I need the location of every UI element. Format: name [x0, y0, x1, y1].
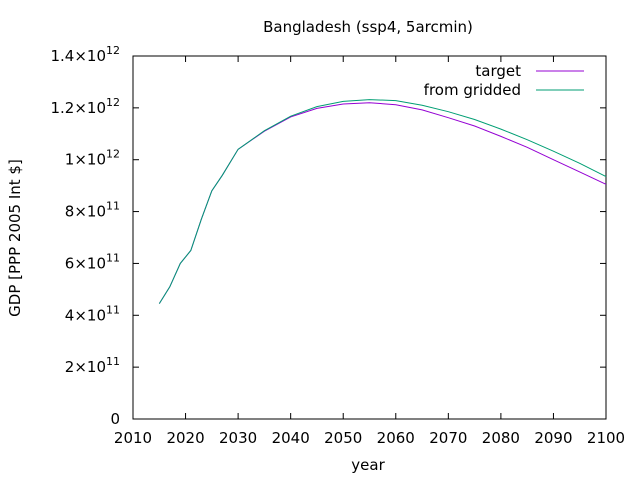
- x-axis: 2010 2020 2030 2040 2050 2060 2070 2080 2090 2100: [114, 56, 625, 447]
- y-tick-mantissa: 8×10: [65, 203, 106, 221]
- x-tick-label: 2060: [377, 429, 415, 447]
- x-tick-label: 2010: [114, 429, 152, 447]
- series-lines: [158, 99, 607, 304]
- y-tick-mantissa: 6×10: [65, 254, 106, 272]
- y-tick-exponent: 12: [106, 148, 120, 161]
- y-tick-mantissa: 0: [110, 410, 120, 428]
- x-tick-label: 2090: [534, 429, 572, 447]
- x-tick-label: 2050: [324, 429, 362, 447]
- x-tick-label: 2080: [482, 429, 520, 447]
- y-tick-label: 6×1011: [65, 251, 120, 272]
- y-tick-label: 0: [110, 410, 120, 428]
- y-tick-mantissa: 2×10: [65, 358, 106, 376]
- y-tick-exponent: 12: [106, 96, 120, 109]
- x-tick-label: 2030: [219, 429, 257, 447]
- series-line-target: [158, 102, 607, 304]
- y-tick-label: 1.4×1012: [50, 44, 120, 65]
- plot-area-frame: [132, 55, 607, 420]
- x-tick-label: 2070: [429, 429, 467, 447]
- y-tick-mantissa: 1×10: [65, 151, 106, 169]
- x-tick-label: 2020: [166, 429, 204, 447]
- y-tick-exponent: 11: [106, 303, 120, 316]
- y-tick-exponent: 12: [106, 44, 120, 57]
- x-tick-label: 2100: [587, 429, 625, 447]
- y-axis: 02×10114×10116×10118×10111×10121.2×10121…: [50, 44, 606, 428]
- legend-label-target: target: [475, 62, 521, 80]
- y-tick-mantissa: 1.4×10: [50, 47, 106, 65]
- y-tick-label: 1.2×1012: [50, 96, 120, 117]
- y-tick-mantissa: 1.2×10: [50, 99, 106, 117]
- legend-label-from-gridded: from gridded: [424, 81, 521, 99]
- chart-title: Bangladesh (ssp4, 5arcmin): [263, 18, 473, 36]
- y-tick-mantissa: 4×10: [65, 306, 106, 324]
- y-tick-exponent: 11: [106, 251, 120, 264]
- y-tick-label: 8×1011: [65, 200, 120, 221]
- series-line-from-gridded: [158, 99, 607, 304]
- y-tick-label: 1×1012: [65, 148, 120, 169]
- y-tick-label: 4×1011: [65, 303, 120, 324]
- y-axis-label: GDP [PPP 2005 Int $]: [6, 159, 24, 317]
- legend: target from gridded: [424, 62, 584, 99]
- y-tick-exponent: 11: [106, 355, 120, 368]
- x-tick-label: 2040: [272, 429, 310, 447]
- y-tick-label: 2×1011: [65, 355, 120, 376]
- x-axis-label: year: [351, 456, 385, 474]
- y-tick-exponent: 11: [106, 200, 120, 213]
